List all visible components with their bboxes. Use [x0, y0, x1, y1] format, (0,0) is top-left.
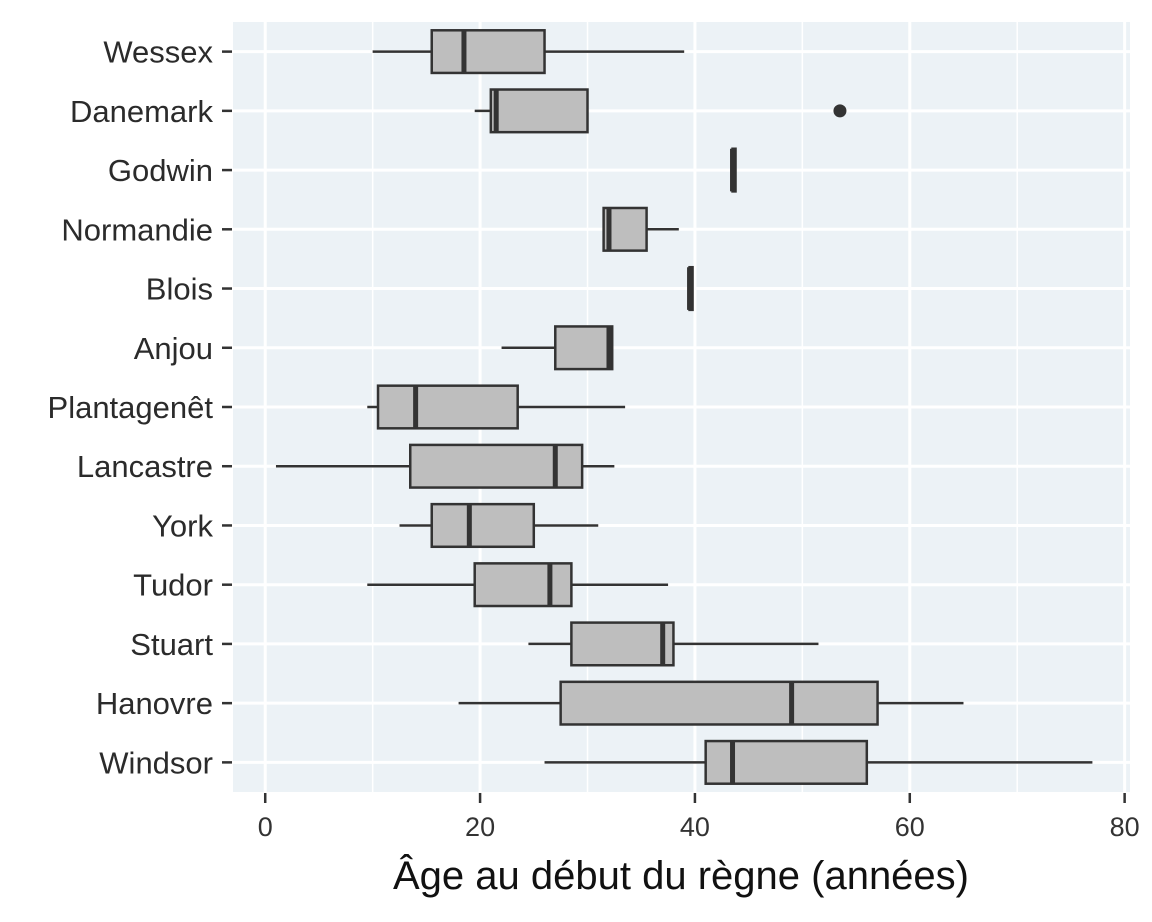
box-iqr [430, 502, 536, 549]
box-iqr [554, 325, 614, 371]
box-blois [687, 265, 694, 312]
x-axis-title: Âge au début du règne (années) [393, 853, 969, 898]
box-iqr [559, 680, 879, 726]
y-axis: Wessex Danemark Godwin Normandie Blois Anjou P… [48, 35, 232, 780]
x-tick-label: 20 [465, 812, 495, 842]
x-tick-label: 0 [258, 812, 273, 842]
y-tick-label: Normandie [61, 212, 213, 247]
y-tick-label: Tudor [133, 568, 213, 603]
x-tick-label: 60 [895, 812, 925, 842]
x-axis: 0 20 40 60 80 [258, 793, 1140, 842]
box-danemark [474, 88, 847, 134]
box-york [399, 502, 599, 549]
box-stuart [528, 621, 819, 667]
box-iqr [473, 562, 573, 608]
box-iqr [376, 384, 519, 430]
box-hanovre [458, 680, 964, 726]
box-tudor [367, 562, 669, 608]
y-tick-label: Wessex [103, 35, 213, 70]
y-tick-label: Hanovre [96, 686, 213, 721]
box-wessex [372, 29, 685, 75]
box-iqr [570, 621, 675, 667]
box-iqr [489, 88, 589, 134]
box-series [275, 29, 1093, 785]
y-tick-label: Stuart [130, 627, 213, 662]
y-tick-label: York [152, 508, 213, 543]
box-godwin [730, 147, 737, 193]
box-lancastre [275, 443, 615, 489]
box-anjou [501, 325, 614, 371]
box-iqr [704, 739, 869, 785]
outlier-point [833, 104, 847, 118]
x-tick-label: 40 [680, 812, 710, 842]
y-tick-label: Godwin [108, 153, 213, 188]
box-iqr [430, 29, 546, 75]
y-tick-label: Lancastre [77, 449, 213, 484]
box-windsor [544, 739, 1093, 785]
box-plantagenêt [367, 384, 626, 430]
y-tick-label: Danemark [70, 94, 213, 129]
box-normandie [602, 206, 679, 252]
y-tick-label: Anjou [134, 331, 213, 366]
y-tick-label: Windsor [99, 745, 213, 780]
x-tick-label: 80 [1110, 812, 1140, 842]
y-tick-label: Blois [146, 272, 213, 307]
y-tick-label: Plantagenêt [48, 390, 214, 425]
